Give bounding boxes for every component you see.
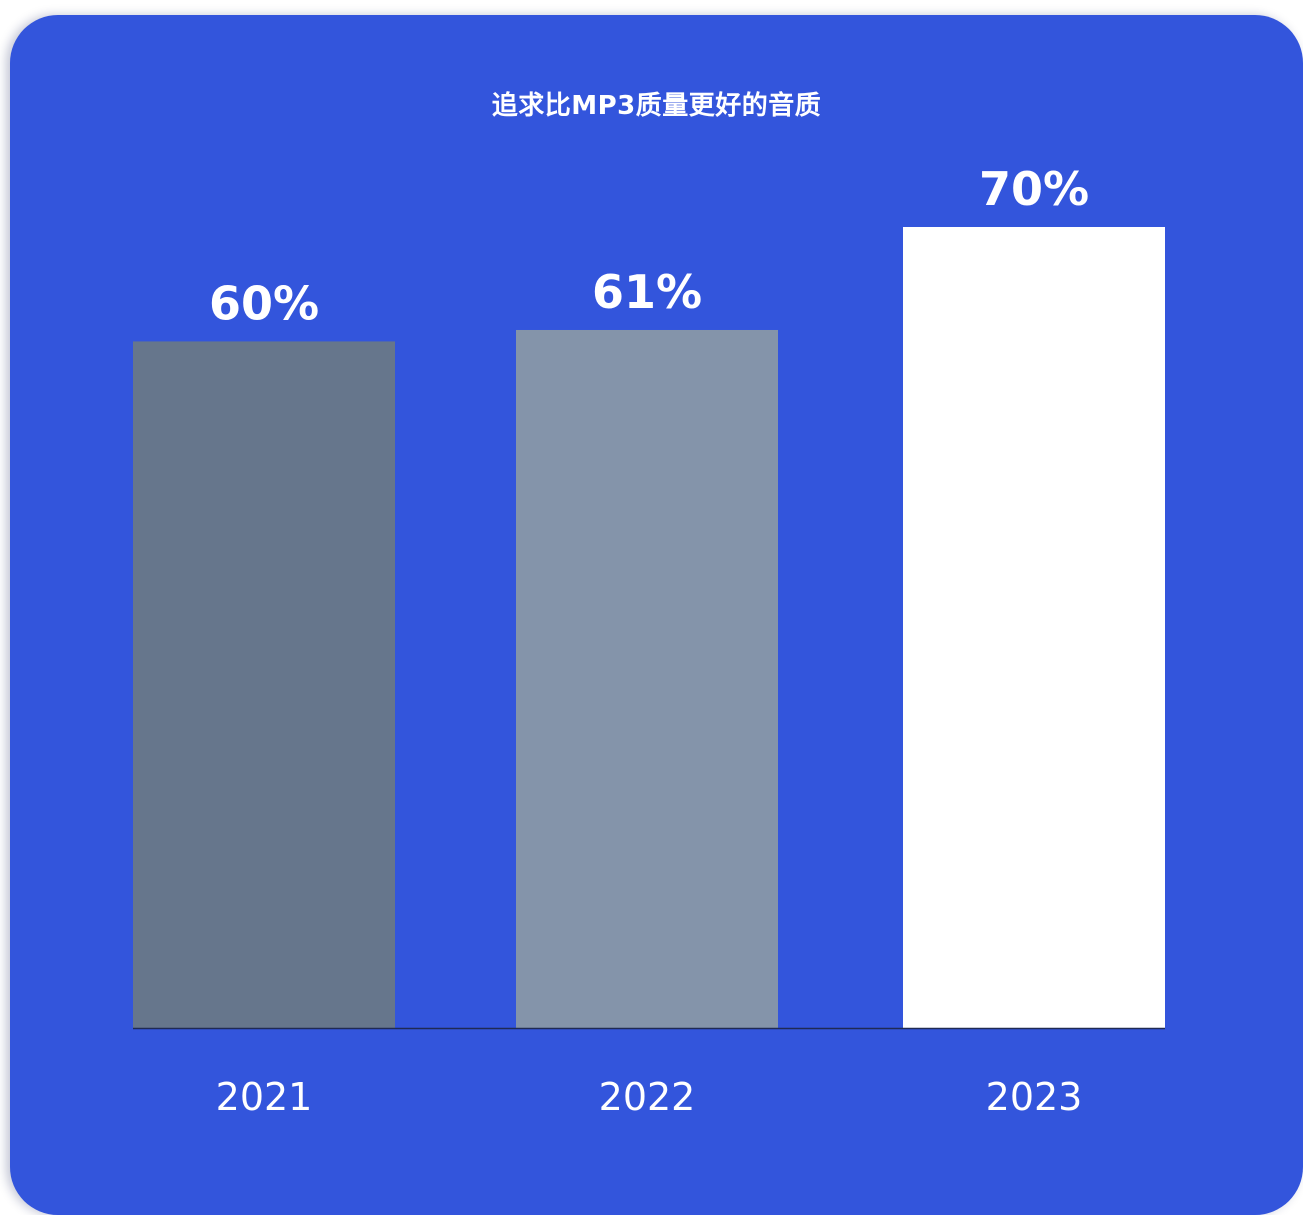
bar-2021: [133, 341, 395, 1028]
chart-title: 追求比MP3质量更好的音质: [491, 91, 822, 121]
category-label-2022: 2022: [599, 1075, 696, 1119]
category-label-2023: 2023: [986, 1075, 1083, 1119]
value-label-2021: 60%: [209, 276, 319, 330]
value-label-2023: 70%: [979, 162, 1089, 216]
bar-chart: 60% 2021 61% 2022 70% 2023: [133, 162, 1165, 1119]
bar-2023: [903, 227, 1165, 1028]
bar-2022: [516, 329, 778, 1028]
chart-card: 追求比MP3质量更好的音质 60% 2021 61% 2022 70% 2023: [10, 15, 1303, 1215]
value-label-2022: 61%: [592, 265, 702, 319]
category-label-2021: 2021: [216, 1075, 313, 1119]
